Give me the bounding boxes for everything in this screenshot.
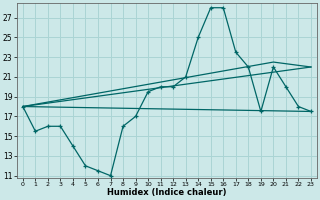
- X-axis label: Humidex (Indice chaleur): Humidex (Indice chaleur): [107, 188, 227, 197]
